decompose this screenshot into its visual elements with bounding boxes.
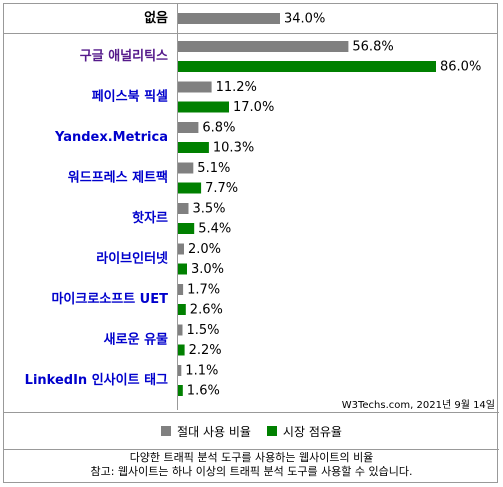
bar-absolute: [178, 122, 199, 133]
data-label: 1.1%: [185, 364, 218, 379]
category-label[interactable]: 새로운 유물: [104, 332, 168, 348]
category-label[interactable]: LinkedIn 인사이트 태그: [25, 372, 168, 388]
data-label: 3.0%: [191, 262, 224, 277]
bar-share: [178, 304, 186, 315]
data-label: 17.0%: [233, 100, 274, 115]
data-label: 56.8%: [352, 40, 393, 55]
category-label[interactable]: 페이스북 픽셀: [92, 89, 168, 105]
bar-share: [178, 101, 229, 113]
data-label: 1.6%: [187, 384, 220, 399]
bar-absolute: [178, 41, 349, 52]
bar-absolute: [178, 243, 184, 255]
legend-swatch-share: [266, 426, 277, 436]
bar-absolute: [178, 365, 182, 376]
bar-chart: 없음 34.0% 구글 애널리틱스 56.8% 86.0% 페이스북 픽셀 11.2% 17.…: [4, 4, 498, 410]
data-label: 5.1%: [197, 161, 230, 176]
footer-note: 참고: 웹사이트는 하나 이상의 트래픽 분석 도구를 사용할 수 있습니다.: [90, 465, 413, 478]
category-label: 없음: [144, 10, 168, 26]
bar-absolute: [178, 203, 189, 214]
data-label: 34.0%: [284, 12, 325, 27]
legend-item-share: 시장 점유율: [266, 423, 342, 440]
data-label: 6.8%: [202, 121, 235, 136]
bar-absolute: [178, 284, 184, 295]
category-label[interactable]: 라이브인터넷: [96, 251, 168, 267]
category-label[interactable]: 핫자르: [132, 210, 168, 226]
bar-share: [178, 142, 209, 153]
category-label[interactable]: 워드프레스 제트팩: [68, 170, 168, 186]
data-label: 5.4%: [198, 222, 231, 237]
category-label[interactable]: 마이크로소프트 UET: [51, 291, 168, 307]
bar-absolute: [178, 13, 280, 24]
category-label[interactable]: 구글 애널리틱스: [80, 48, 168, 64]
legend-label-share: 시장 점유율: [282, 424, 342, 439]
bar-absolute: [178, 324, 183, 336]
chart-footer: 다양한 트래픽 분석 도구를 사용하는 웹사이트의 비율 참고: 웹사이트는 하…: [4, 451, 499, 479]
data-label: 2.6%: [190, 303, 223, 318]
data-label: 3.5%: [193, 202, 226, 217]
bar-absolute: [178, 162, 194, 174]
data-label: 1.7%: [187, 283, 220, 298]
category-label[interactable]: Yandex.Metrica: [54, 130, 168, 145]
legend-item-absolute: 절대 사용 비율: [161, 423, 251, 440]
source-credit[interactable]: W3Techs.com, 2021년 9월 14일: [341, 400, 495, 411]
legend-label-absolute: 절대 사용 비율: [177, 424, 251, 439]
data-label: 86.0%: [440, 60, 481, 75]
chart-frame: [3, 3, 498, 483]
bar-share: [178, 182, 202, 194]
bar-share: [178, 344, 185, 356]
bar-share: [178, 263, 187, 275]
data-label: 7.7%: [205, 181, 238, 196]
bar-share: [178, 223, 195, 234]
data-label: 10.3%: [213, 141, 254, 156]
bar-absolute: [178, 81, 212, 93]
bar-share: [178, 385, 183, 396]
legend: 절대 사용 비율 시장 점유율: [4, 412, 499, 450]
data-label: 2.2%: [189, 343, 222, 358]
footer-description: 다양한 트래픽 분석 도구를 사용하는 웹사이트의 비율: [129, 451, 374, 464]
bar-share: [178, 61, 436, 72]
data-label: 2.0%: [188, 242, 221, 257]
data-label: 11.2%: [216, 80, 257, 95]
data-label: 1.5%: [187, 323, 220, 338]
legend-swatch-absolute: [161, 426, 172, 436]
